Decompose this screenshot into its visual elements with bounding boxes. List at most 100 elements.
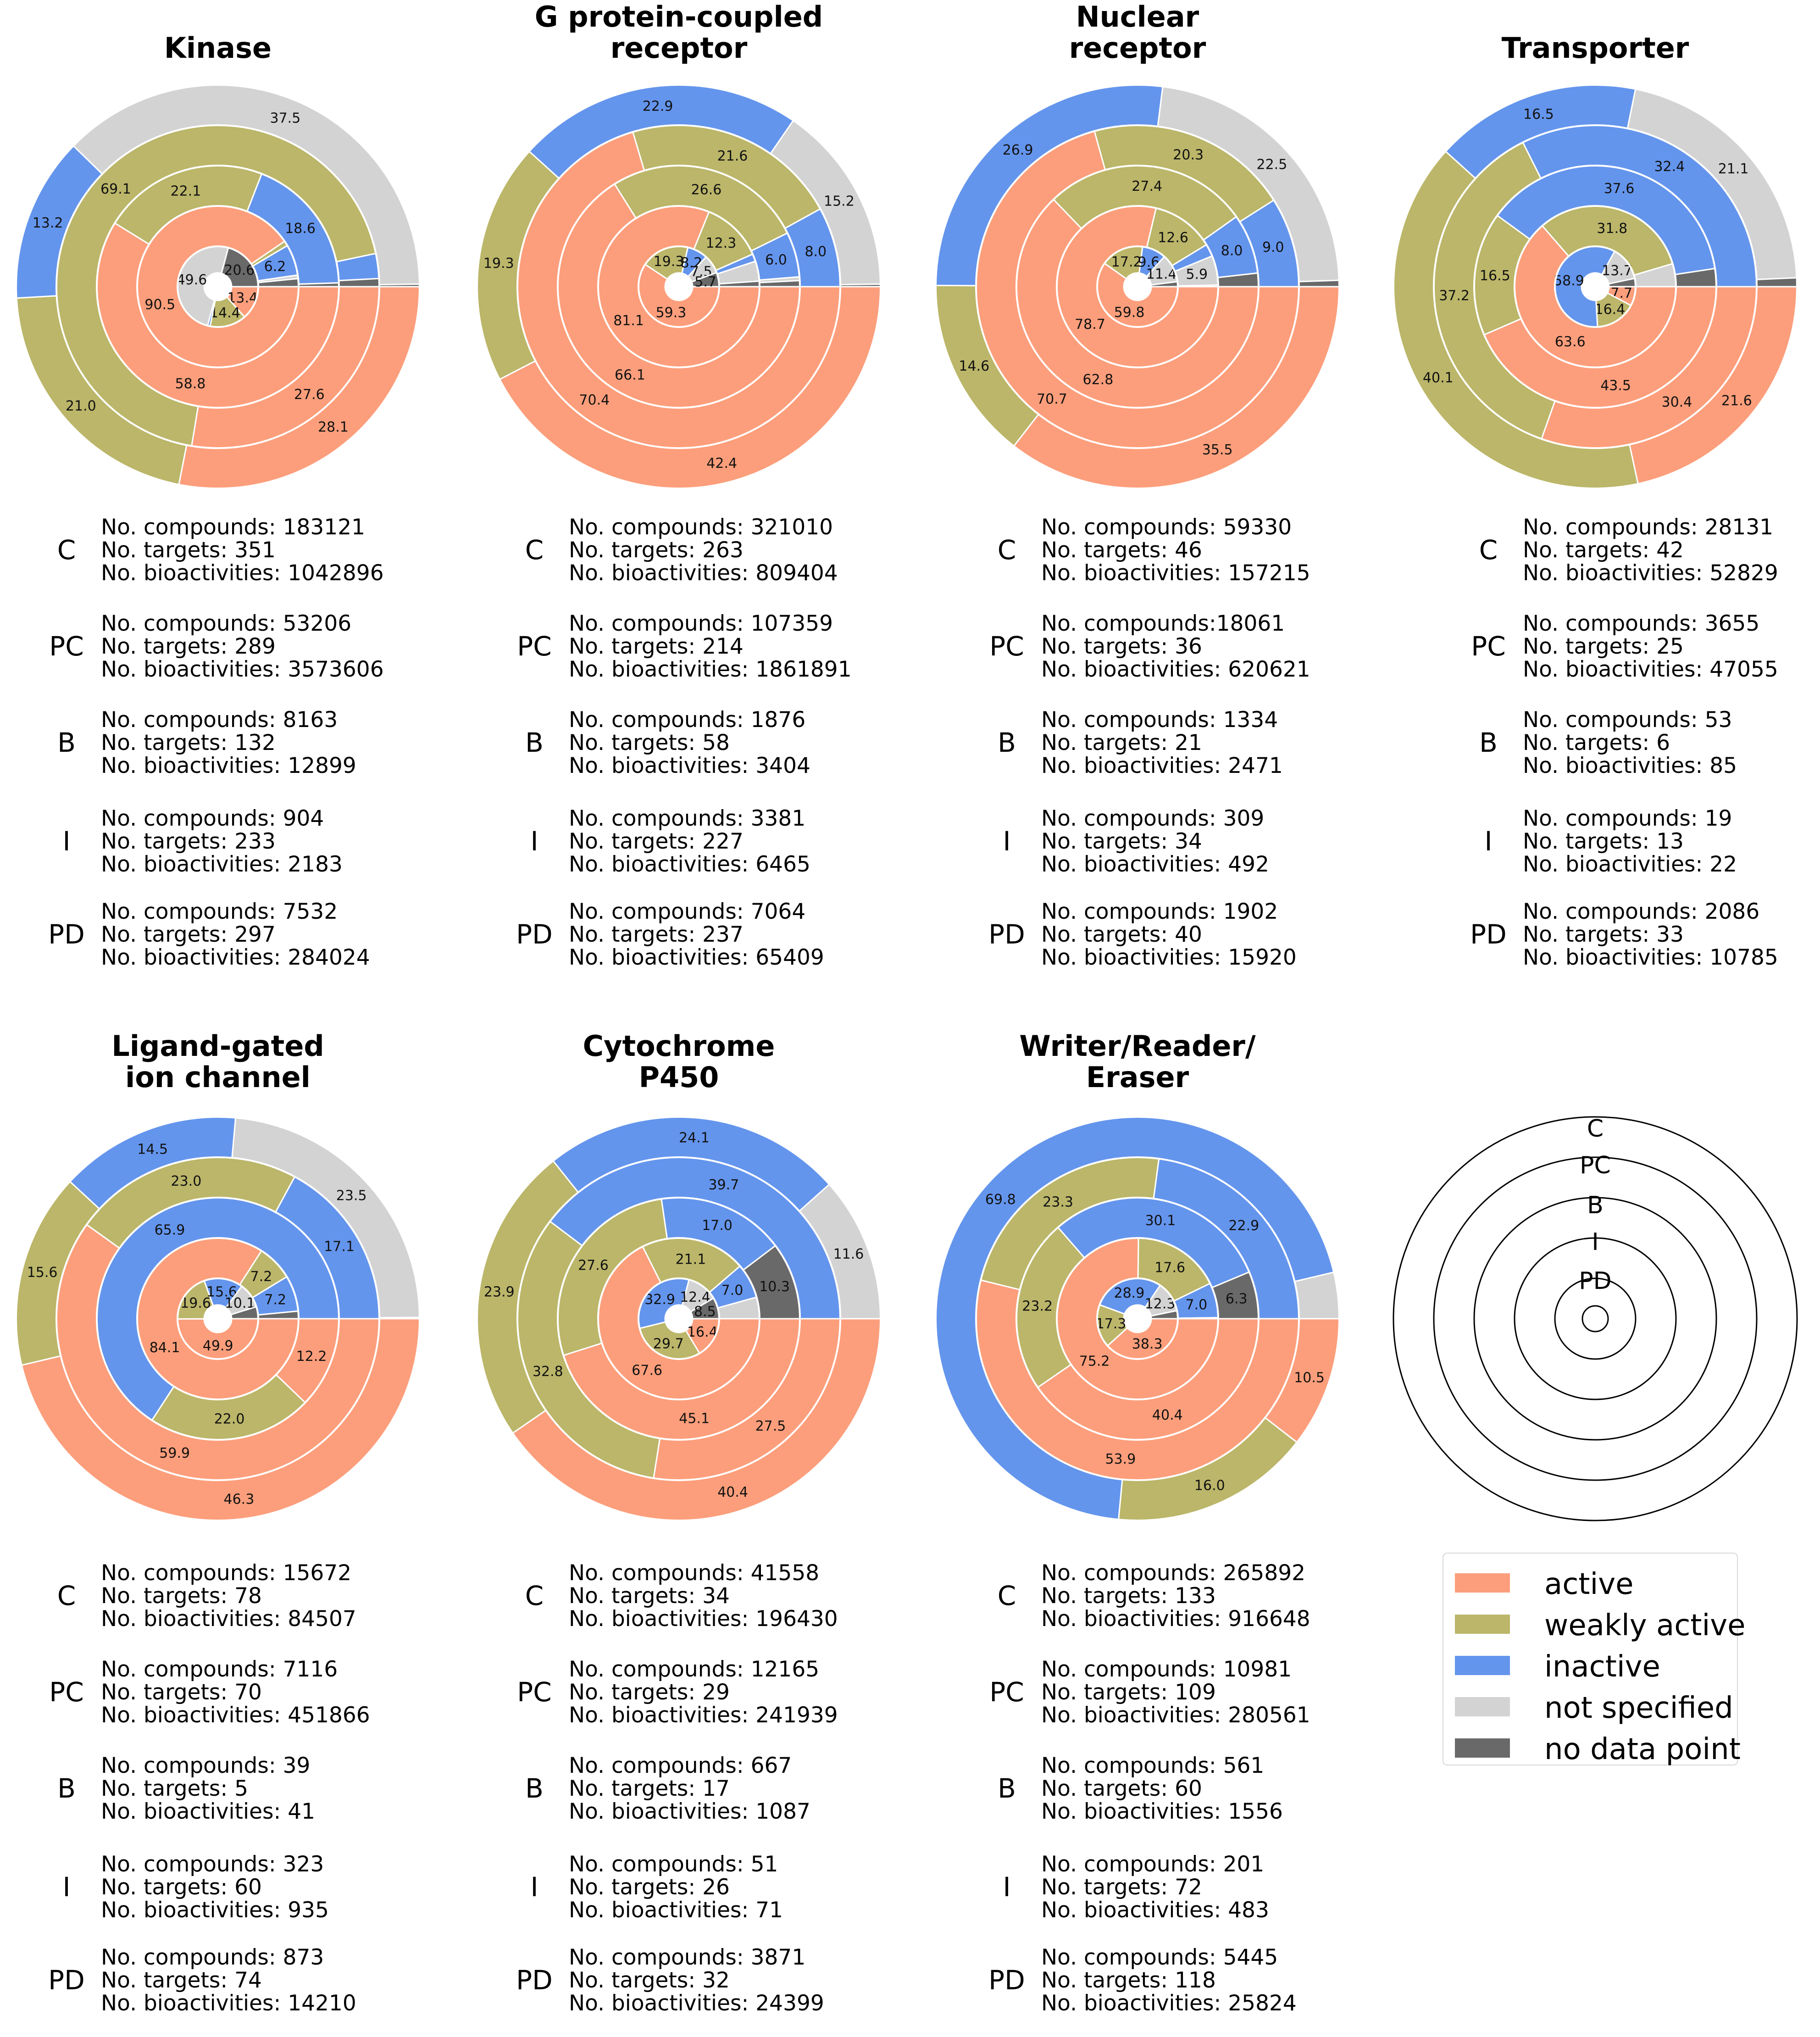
stats-line: No. bioactivities: 1087 bbox=[569, 1799, 810, 1824]
slice-data-label: 19.3 bbox=[654, 254, 684, 270]
stats-block: C No. compounds: 59330 No. targets: 46 No. … bbox=[982, 516, 1394, 969]
stats-line: No. bioactivities: 47055 bbox=[1523, 657, 1778, 682]
stats-line: No. bioactivities: 71 bbox=[569, 1898, 783, 1923]
stats-line: No. bioactivities: 492 bbox=[1041, 852, 1269, 877]
stats-ring-code: C bbox=[1479, 534, 1498, 566]
slice-data-label: 66.1 bbox=[615, 367, 645, 383]
stats-ring-code: B bbox=[998, 727, 1016, 758]
stats-line: No. targets: 72 bbox=[1041, 1875, 1202, 1900]
ring-separator bbox=[55, 1156, 380, 1481]
slice-data-label: 27.5 bbox=[755, 1418, 786, 1434]
key-ring-circle bbox=[1433, 1156, 1758, 1481]
stats-lines: No. compounds: 667 No. targets: 17 No. bio… bbox=[569, 1754, 810, 1823]
slice-data-label: 84.1 bbox=[150, 1340, 180, 1356]
stats-line: No. targets: 32 bbox=[569, 1968, 730, 1993]
stats-line: No. targets: 227 bbox=[569, 829, 744, 854]
slice-data-label: 20.3 bbox=[1173, 147, 1204, 163]
stats-line: No. targets: 233 bbox=[101, 829, 276, 854]
slice-data-label: 10.5 bbox=[1294, 1370, 1325, 1386]
key-ring-circle bbox=[1581, 1305, 1609, 1332]
slice-data-label: 16.5 bbox=[1523, 106, 1554, 122]
ring-separator bbox=[638, 245, 720, 328]
stats-lines: No. compounds: 1876 No. targets: 58 No. bi… bbox=[569, 709, 810, 777]
slice-data-label: 22.5 bbox=[1257, 157, 1287, 173]
stats-line: No. compounds: 53 bbox=[1523, 707, 1732, 733]
stats-block: C No. compounds: 183121 No. targets: 351 No… bbox=[41, 516, 454, 969]
slice-c-no-data-point bbox=[378, 1316, 421, 1320]
chart-title: receptor bbox=[610, 31, 748, 65]
slice-data-label: 16.4 bbox=[1595, 302, 1626, 318]
slice-data-label: 7.2 bbox=[264, 1292, 286, 1308]
slice-data-label: 40.4 bbox=[1152, 1407, 1183, 1423]
stats-group-b: B No. compounds: 667 No. targets: 17 No. bi… bbox=[509, 1754, 922, 1828]
stats-line: No. bioactivities: 2183 bbox=[101, 852, 343, 877]
key-ring-label-b: B bbox=[1587, 1192, 1604, 1219]
slice-data-label: 10.3 bbox=[759, 1279, 790, 1295]
stats-ring-code: B bbox=[57, 727, 76, 758]
stats-ring-code: I bbox=[1003, 826, 1011, 857]
slice-data-label: 15.6 bbox=[206, 1284, 237, 1300]
slice-data-label: 32.9 bbox=[644, 1292, 675, 1308]
stats-ring-code: I bbox=[1484, 826, 1493, 857]
stats-ring-code: B bbox=[525, 727, 544, 758]
stats-lines: No. compounds: 183121 No. targets: 351 No.… bbox=[101, 516, 384, 585]
stats-line: No. compounds: 873 bbox=[101, 1945, 324, 1970]
key-ring-label-pc: PC bbox=[1580, 1152, 1611, 1179]
slice-data-label: 17.6 bbox=[1154, 1260, 1185, 1276]
slice-data-label: 22.1 bbox=[171, 183, 201, 199]
slice-data-label: 24.1 bbox=[679, 1130, 710, 1146]
slice-data-label: 29.7 bbox=[653, 1336, 684, 1352]
stats-ring-code: PD bbox=[988, 1965, 1025, 1996]
stats-line: No. compounds: 7064 bbox=[569, 899, 806, 924]
stats-group-pc: PC No. compounds: 53206 No. targets: 289 No… bbox=[41, 612, 454, 686]
chart-title: Nuclear bbox=[1076, 0, 1199, 33]
slice-data-label: 21.1 bbox=[676, 1252, 706, 1268]
stats-ring-code: PD bbox=[516, 919, 553, 950]
stats-ring-code: I bbox=[62, 1871, 71, 1903]
stats-line: No. targets: 34 bbox=[1041, 829, 1202, 854]
ring-separator bbox=[597, 205, 760, 368]
slice-data-label: 69.8 bbox=[985, 1192, 1016, 1208]
stats-group-pd: PD No. compounds: 873 No. targets: 74 No. b… bbox=[41, 1946, 454, 2020]
stats-line: No. bioactivities: 916648 bbox=[1041, 1606, 1310, 1632]
stats-line: No. bioactivities: 25824 bbox=[1041, 1991, 1297, 2016]
stats-group-c: C No. compounds: 265892 No. targets: 133 No… bbox=[982, 1562, 1394, 1635]
slice-c-no-data-point bbox=[839, 283, 882, 288]
slice-data-label: 43.5 bbox=[1600, 377, 1631, 394]
slice-data-label: 28.1 bbox=[318, 419, 349, 435]
stats-ring-code: C bbox=[57, 1580, 76, 1611]
stats-line: No. bioactivities: 3573606 bbox=[101, 657, 384, 682]
slice-data-label: 7.2 bbox=[250, 1269, 272, 1285]
stats-line: No. compounds: 12165 bbox=[569, 1657, 820, 1682]
chart-panel: Transporter 21.6 40.1 16.5 21.1 30.4 37.2 32.4 4… bbox=[1393, 31, 1798, 489]
ring-separator bbox=[177, 245, 259, 328]
ring-separator bbox=[975, 1156, 1300, 1481]
slice-i-no-data-point bbox=[1177, 284, 1219, 288]
stats-ring-code: I bbox=[530, 826, 538, 857]
ring-separator bbox=[136, 205, 300, 368]
key-ring-label-c: C bbox=[1587, 1115, 1604, 1143]
legend-item-weakly-active: weakly active bbox=[1455, 1603, 1746, 1643]
stats-line: No. compounds: 265892 bbox=[1041, 1560, 1306, 1586]
stats-line: No. bioactivities: 12899 bbox=[101, 753, 356, 778]
stats-line: No. targets: 25 bbox=[1523, 634, 1684, 659]
stats-lines: No. compounds: 7064 No. targets: 237 No. b… bbox=[569, 900, 824, 969]
legend-swatch-active bbox=[1455, 1573, 1510, 1593]
ring-separator bbox=[55, 124, 380, 449]
stats-line: No. compounds: 10981 bbox=[1041, 1657, 1292, 1682]
ring-separator bbox=[1056, 1237, 1219, 1400]
stats-line: No. targets: 118 bbox=[1041, 1968, 1216, 1993]
stats-ring-code: B bbox=[1479, 727, 1498, 758]
slice-data-label: 90.5 bbox=[144, 297, 175, 313]
ring-separator bbox=[1393, 84, 1798, 489]
slice-data-label: 59.3 bbox=[656, 305, 687, 321]
slice-data-label: 19.6 bbox=[180, 1295, 211, 1311]
stats-group-b: B No. compounds: 561 No. targets: 60 No. bi… bbox=[982, 1754, 1394, 1828]
stats-line: No. targets: 70 bbox=[101, 1680, 262, 1705]
stats-line: No. compounds: 15672 bbox=[101, 1560, 352, 1586]
stats-line: No. targets: 33 bbox=[1523, 922, 1684, 947]
stats-ring-code: PC bbox=[49, 1676, 84, 1708]
